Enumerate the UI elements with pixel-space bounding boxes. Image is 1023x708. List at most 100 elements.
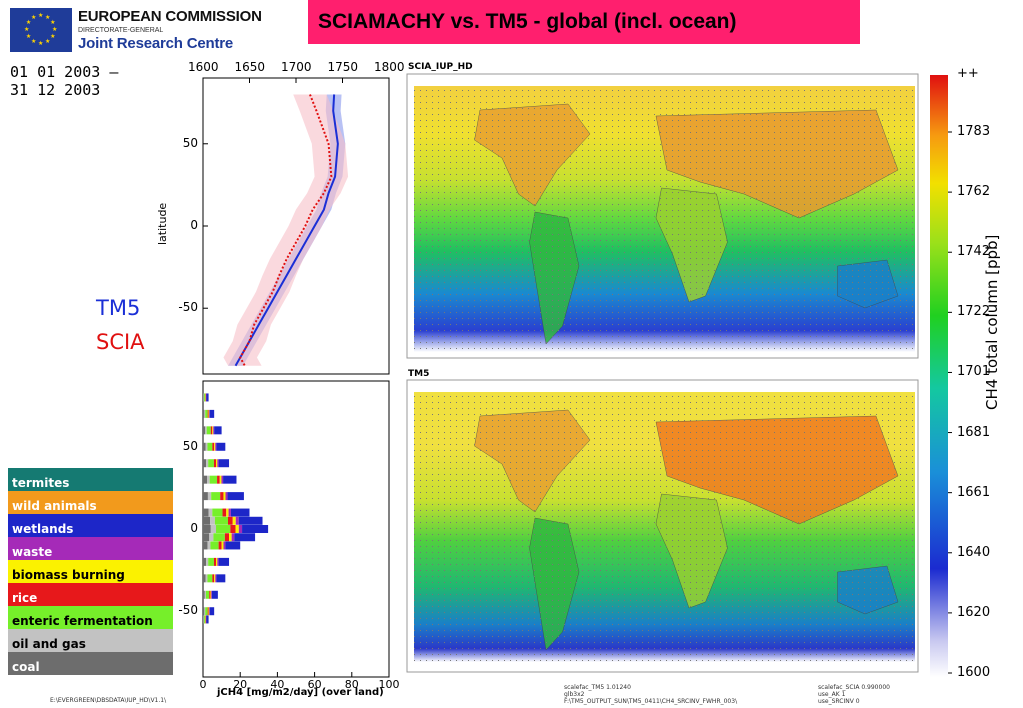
colorbar-tick-label: 1600: [957, 665, 991, 680]
emission-bar: [203, 525, 211, 533]
colorbar-tick-label: 1742: [957, 244, 991, 260]
emission-bar: [206, 393, 209, 402]
emission-bar: [231, 533, 235, 542]
emission-bar: [220, 492, 224, 501]
emission-bar: [219, 475, 222, 484]
emission-bar: [214, 574, 216, 583]
emission-bar: [235, 516, 239, 525]
emission-x-tick-label: 20: [233, 678, 248, 691]
emission-bar: [203, 533, 210, 542]
emission-bar: [234, 533, 256, 542]
eu-star-icon: ★: [50, 19, 56, 26]
emission-bar: [204, 393, 206, 402]
emission-bar: [203, 426, 206, 435]
emission-x-tick-label: 0: [199, 678, 207, 691]
footer-scalefac-tm5: scalefac_TM5 1.01240: [564, 684, 631, 691]
emission-bar: [207, 607, 209, 616]
emission-bar: [229, 533, 232, 542]
emission-bar: [226, 508, 229, 517]
emission-bar: [205, 409, 208, 418]
profile-y-tick-label: 0: [190, 218, 198, 232]
emission-bar: [213, 459, 217, 468]
emission-bar: [203, 607, 205, 616]
emission-bar: [204, 409, 206, 418]
emission-bar: [216, 557, 218, 566]
legend-label: waste: [12, 545, 53, 559]
scia-legend-label: SCIA: [96, 330, 145, 354]
emission-bar: [209, 607, 210, 616]
emission-bar: [225, 492, 228, 501]
emission-bar: [218, 557, 230, 566]
profile-ylabel: latitude: [156, 202, 169, 245]
emission-bar: [230, 508, 250, 517]
legend-label: oil and gas: [12, 637, 86, 651]
emission-bar: [217, 557, 219, 566]
grid-dots: [414, 392, 915, 662]
emission-bar: [209, 533, 214, 542]
emission-bar: [209, 409, 210, 418]
emission-bar: [203, 541, 208, 550]
map-bottom-title: TM5: [408, 369, 430, 379]
emission-bar: [223, 541, 226, 550]
colorbar-tick-label: 1640: [957, 544, 991, 560]
legend-label: coal: [12, 660, 40, 674]
emission-bar: [203, 492, 208, 501]
emission-bar: [204, 615, 206, 624]
emission-bar: [206, 393, 207, 402]
emission-bar: [216, 525, 231, 533]
emission-bar: [208, 409, 210, 418]
emission-bar: [203, 574, 206, 583]
emission-bar: [216, 459, 218, 468]
emission-bar: [205, 615, 207, 624]
eu-star-icon: ★: [31, 38, 37, 46]
emission-bar: [212, 574, 215, 583]
emission-bar: [203, 393, 204, 402]
legend-label: biomass burning: [12, 568, 125, 582]
legend-label: enteric fermentation: [12, 614, 153, 628]
emission-bar: [204, 590, 206, 599]
emission-bar: [221, 475, 224, 484]
emission-source-legend: termites wild animals wetlands waste biomass…: [8, 468, 173, 675]
emission-plot: [202, 393, 390, 677]
emission-x-tick-label: 40: [270, 678, 285, 691]
emission-y-tick-label: -50: [178, 603, 198, 618]
emission-bar: [211, 492, 221, 501]
emission-bar: [207, 442, 213, 451]
emission-x-tick-label: 100: [378, 678, 400, 691]
emission-bar: [205, 607, 208, 616]
colorbar-tick-label: 1783: [957, 124, 991, 139]
emission-bar: [206, 615, 209, 624]
emission-bar: [203, 459, 207, 468]
emission-bar: [210, 541, 219, 550]
profile-top-tick-label: 1800: [374, 60, 405, 74]
emission-bar: [203, 557, 207, 566]
map-bottom-continents: [414, 392, 915, 662]
emission-bar: [222, 508, 227, 517]
emission-bar: [212, 442, 215, 451]
emission-bar: [217, 459, 219, 468]
emission-bar: [227, 492, 244, 501]
emission-bar: [218, 459, 230, 468]
legend-label: wild animals: [12, 499, 97, 513]
emission-bar: [208, 459, 214, 468]
emission-bar: [205, 393, 206, 402]
emission-bar: [205, 615, 206, 624]
emission-bar: [235, 525, 239, 533]
legend-label: wetlands: [12, 522, 74, 536]
org-directorate: DIRECTORATE-GENERAL: [78, 27, 164, 34]
eu-star-icon: ★: [24, 26, 30, 33]
colorbar-tick-label: 1762: [957, 184, 991, 200]
emission-bar: [212, 508, 223, 517]
legend-row-enteric-fermentation: enteric fermentation: [8, 606, 173, 629]
emission-bar: [216, 574, 226, 583]
emission-bar: [210, 525, 217, 533]
emission-bar: [213, 557, 217, 566]
emission-bar: [209, 607, 215, 616]
emission-bar: [221, 541, 224, 550]
series-line-tm5: [234, 94, 339, 367]
emission-bar: [209, 590, 211, 599]
emission-bar: [203, 409, 205, 418]
eu-star-icon: ★: [38, 40, 44, 47]
grid-dots: [414, 86, 915, 352]
